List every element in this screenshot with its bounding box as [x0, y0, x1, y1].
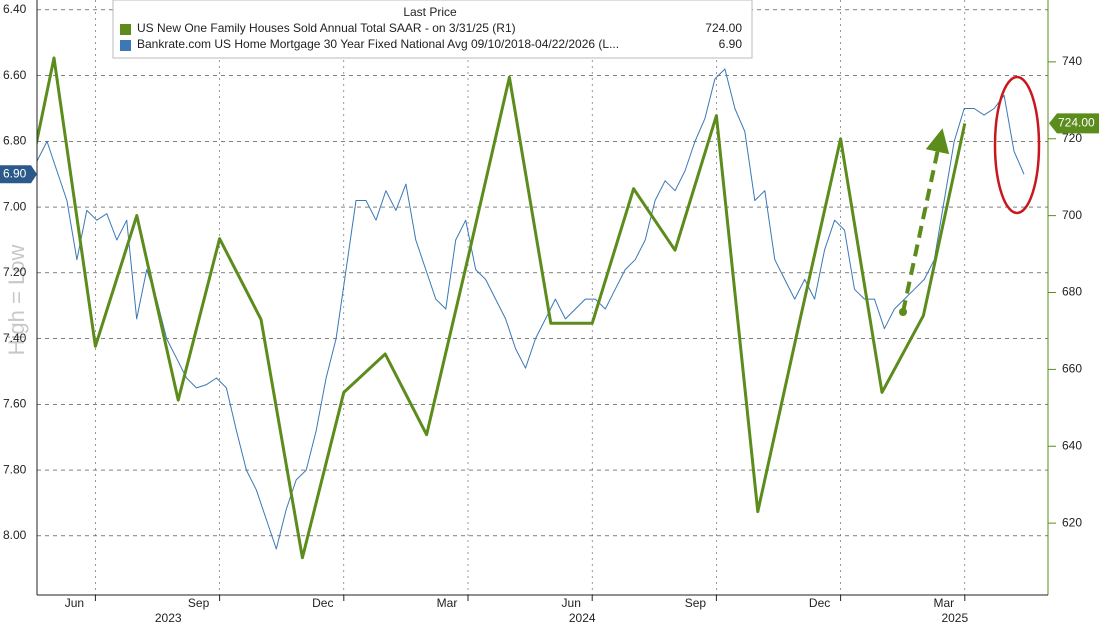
arrow-annotation [901, 128, 950, 313]
x-tick-label: Jun [65, 596, 84, 610]
y2-tick-label: 640 [1062, 438, 1082, 452]
x-tick-label: Sep [685, 596, 707, 610]
y2-tick-label: 720 [1062, 131, 1082, 145]
y-tick-label: 6.60 [3, 68, 27, 82]
legend-box [112, 0, 753, 59]
year-label: 2025 [941, 611, 968, 625]
legend: Last Price US New One Family Houses Sold… [112, 0, 753, 59]
x-tick-label: Jun [562, 596, 581, 610]
x-tick-label: Dec [809, 596, 830, 610]
highlight-ellipse [993, 75, 1041, 215]
legend-last-price: 724.00 [705, 21, 742, 35]
series-line [37, 68, 1025, 550]
y2-tick-label: 700 [1062, 208, 1082, 222]
y2-tick-label: 660 [1062, 362, 1082, 376]
last-price-label: 724.00 [1058, 116, 1095, 130]
last-price-tag [0, 165, 37, 184]
y-tick-label: 7.00 [3, 199, 27, 213]
y-tick-label: 6.80 [3, 134, 27, 148]
y-tick-label: 7.60 [3, 397, 27, 411]
watermark: High = Low [4, 245, 29, 356]
y-tick-label: 7.20 [3, 265, 27, 279]
arrow-start [899, 308, 907, 316]
legend-last-price: 6.90 [719, 37, 743, 51]
legend-label: US New One Family Houses Sold Annual Tot… [137, 21, 516, 35]
x-tick-label: Mar [933, 596, 954, 610]
y-tick-label: 6.40 [3, 2, 27, 16]
legend-swatch [120, 40, 131, 51]
legend-label: Bankrate.com US Home Mortgage 30 Year Fi… [137, 37, 619, 51]
y2-tick-label: 620 [1062, 515, 1082, 529]
y2-tick-label: 680 [1062, 285, 1082, 299]
x-tick-label: Sep [188, 596, 210, 610]
y2-tick-label: 740 [1062, 54, 1082, 68]
y-tick-label: 7.80 [3, 462, 27, 476]
x-tick-label: Mar [437, 596, 458, 610]
legend-title: Last Price [403, 5, 457, 19]
year-label: 2024 [569, 611, 596, 625]
plot-area [37, 56, 1025, 560]
last-price-label: 6.90 [3, 166, 27, 180]
year-label: 2023 [155, 611, 182, 625]
x-tick-label: Dec [312, 596, 333, 610]
y-tick-label: 8.00 [3, 528, 27, 542]
legend-swatch [120, 24, 131, 35]
y-tick-label: 7.40 [3, 331, 27, 345]
last-price-tag [1049, 113, 1099, 134]
series-line [37, 56, 967, 560]
